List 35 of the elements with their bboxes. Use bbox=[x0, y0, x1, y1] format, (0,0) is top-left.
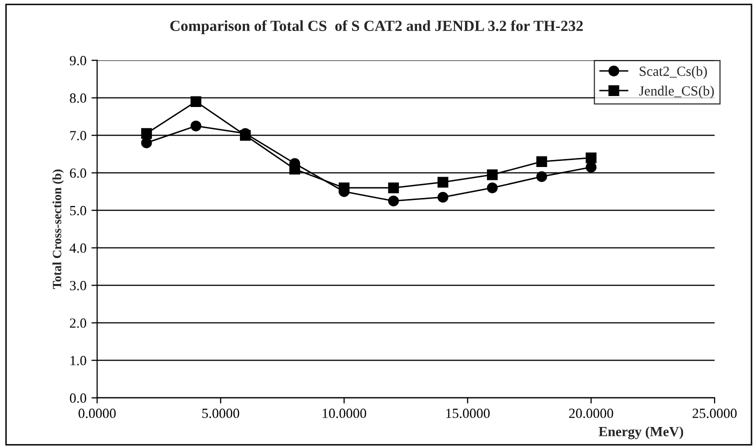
y-tick-label: 9.0 bbox=[70, 56, 86, 66]
point bbox=[536, 171, 548, 182]
x-tick-label: 5.0000 bbox=[202, 408, 240, 418]
point bbox=[190, 96, 202, 107]
point bbox=[141, 128, 152, 139]
x-tick-label: 25.0000 bbox=[692, 408, 737, 418]
x-axis-title: Energy (MeV) bbox=[598, 426, 684, 440]
chart-title: Comparison of Total CS of S CAT2 and JENDL 3.2 for TH-232 bbox=[170, 20, 583, 34]
point bbox=[141, 137, 152, 148]
point bbox=[586, 152, 596, 164]
legend-label: Scat2_Cs(b) bbox=[640, 66, 707, 79]
x-tick-label: 10.0000 bbox=[322, 408, 366, 418]
y-tick-label: 2.0 bbox=[70, 318, 86, 328]
y-tick-label: 7.0 bbox=[70, 130, 86, 140]
y-tick-label: 6.0 bbox=[70, 168, 86, 178]
x-tick-label: 20.0000 bbox=[569, 408, 614, 418]
point bbox=[486, 182, 498, 194]
y-axis-title: Total Cross-section (b) bbox=[52, 170, 64, 289]
point bbox=[586, 162, 596, 173]
y-tick-label: 1.0 bbox=[70, 356, 86, 366]
point bbox=[486, 169, 498, 180]
point bbox=[388, 196, 399, 206]
point bbox=[536, 156, 548, 167]
y-tick-label: 0.0 bbox=[70, 393, 86, 403]
legend-label: Jendle_CS(b) bbox=[639, 86, 714, 98]
point bbox=[190, 120, 202, 132]
y-tick-label: 3.0 bbox=[70, 280, 86, 290]
point bbox=[438, 176, 448, 188]
y-tick-label: 5.0 bbox=[70, 206, 86, 216]
y-tick-label: 8.0 bbox=[70, 93, 86, 103]
point bbox=[438, 192, 448, 203]
y-tick-label: 4.0 bbox=[70, 243, 86, 253]
point bbox=[388, 182, 399, 194]
x-tick-label: 0.0000 bbox=[78, 408, 116, 418]
x-tick-label: 15.0000 bbox=[446, 408, 490, 418]
